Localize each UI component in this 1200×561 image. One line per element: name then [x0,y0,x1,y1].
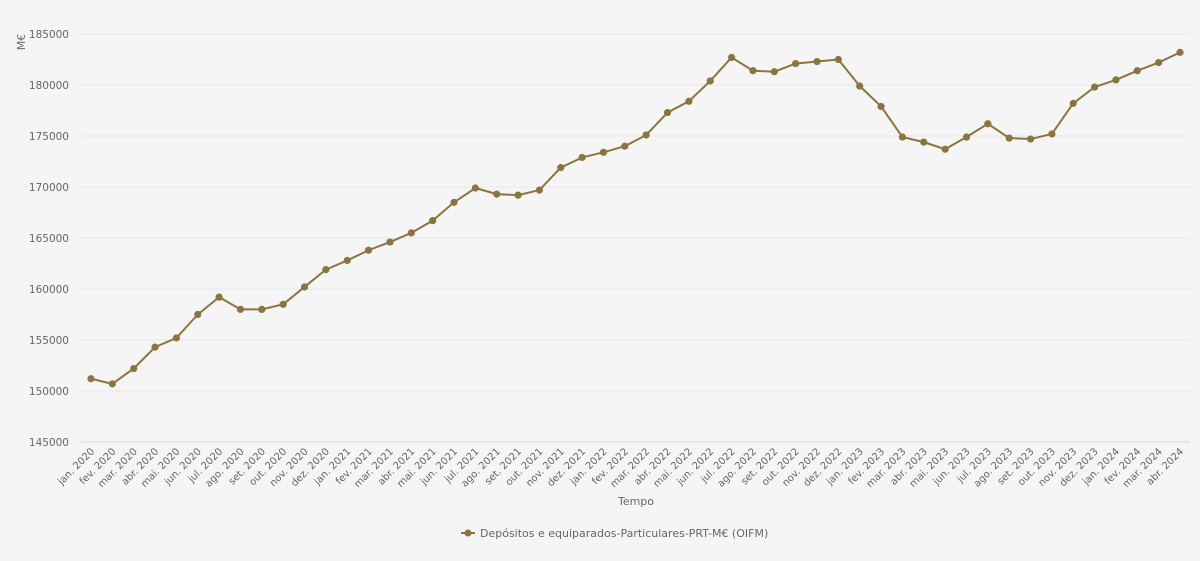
y-axis: 145000 150000 155000 160000 165000 170000 1750… [29,29,69,449]
data-point[interactable] [770,68,778,76]
data-point[interactable] [1090,83,1099,91]
data-point[interactable] [962,133,971,141]
data-point[interactable] [471,184,479,192]
y-tick-label: 150000 [29,386,69,398]
gridlines [81,33,1190,392]
data-point[interactable] [557,164,565,172]
data-point[interactable] [493,190,501,198]
data-point[interactable] [749,67,757,75]
data-point[interactable] [364,246,373,254]
data-point[interactable] [87,375,95,383]
data-point[interactable] [834,55,842,64]
legend-label: Depósitos e equiparados-Particulares-PRT… [480,527,768,540]
data-point[interactable] [1069,99,1077,107]
data-point[interactable] [1176,48,1184,56]
data-point[interactable] [578,153,586,162]
data-point[interactable] [920,138,928,146]
legend[interactable]: Depósitos e equiparados-Particulares-PRT… [461,527,768,540]
data-point[interactable] [1026,135,1035,143]
data-point[interactable] [642,131,650,139]
data-point[interactable] [300,283,309,291]
data-point[interactable] [1005,134,1013,142]
y-tick-label: 145000 [29,437,69,449]
data-point[interactable] [279,300,287,308]
data-point[interactable] [343,256,351,265]
x-axis-title: Tempo [617,495,654,508]
data-point[interactable] [1048,130,1056,138]
legend-swatch-marker [464,529,472,537]
data-point[interactable] [151,343,159,351]
data-point[interactable] [1155,58,1163,67]
data-point[interactable] [877,102,885,111]
data-point[interactable] [685,97,693,105]
data-point[interactable] [663,108,672,117]
data-point[interactable] [1112,76,1120,84]
data-point[interactable] [599,148,608,156]
data-point[interactable] [727,53,736,62]
data-point[interactable] [535,186,544,194]
data-point[interactable] [984,120,992,128]
data-point[interactable] [856,82,864,90]
y-tick-label: 180000 [29,80,69,92]
series-line [90,51,1181,385]
series-layer [87,48,1184,388]
data-point[interactable] [172,334,181,342]
y-tick-label: 155000 [29,335,69,347]
data-point[interactable] [1133,67,1141,75]
data-point[interactable] [322,266,330,274]
data-point[interactable] [898,133,907,141]
data-point[interactable] [386,238,394,246]
data-point[interactable] [108,380,116,388]
data-point[interactable] [706,77,714,85]
data-point[interactable] [450,198,458,206]
data-point[interactable] [130,364,138,373]
data-point[interactable] [792,59,800,68]
data-point[interactable] [258,305,266,313]
data-point[interactable] [941,145,949,153]
data-point[interactable] [407,229,415,237]
y-tick-label: 170000 [29,182,69,194]
data-point[interactable] [429,217,437,225]
data-point[interactable] [236,305,245,313]
y-tick-label: 165000 [29,233,69,245]
data-point[interactable] [621,142,629,150]
data-point[interactable] [514,191,522,199]
data-point[interactable] [215,293,223,301]
data-point[interactable] [813,57,821,66]
y-axis-title: M€ [15,34,28,51]
y-tick-label: 160000 [29,284,69,296]
y-tick-label: 175000 [29,131,69,143]
data-point[interactable] [194,310,202,319]
y-tick-label: 185000 [29,29,69,41]
